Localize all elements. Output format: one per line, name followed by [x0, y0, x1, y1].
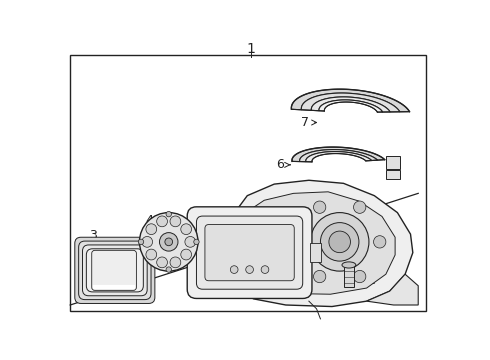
Circle shape [311, 213, 369, 271]
Circle shape [261, 266, 269, 274]
FancyBboxPatch shape [75, 237, 155, 303]
Text: 7: 7 [301, 116, 317, 129]
Text: 6: 6 [276, 158, 290, 171]
Bar [344, 265, 354, 287]
FancyBboxPatch shape [196, 216, 303, 289]
Circle shape [165, 238, 172, 246]
FancyBboxPatch shape [86, 249, 143, 292]
Circle shape [166, 267, 172, 272]
Polygon shape [292, 89, 410, 112]
Circle shape [353, 201, 366, 213]
Circle shape [373, 236, 386, 248]
Circle shape [170, 216, 181, 227]
Circle shape [142, 237, 152, 247]
Circle shape [146, 224, 157, 235]
Circle shape [181, 249, 192, 260]
Text: 4: 4 [146, 214, 162, 231]
Text: 3: 3 [89, 229, 108, 248]
Polygon shape [228, 180, 413, 306]
Circle shape [138, 239, 144, 244]
Circle shape [194, 239, 199, 244]
Circle shape [185, 237, 196, 247]
FancyBboxPatch shape [82, 245, 147, 296]
Ellipse shape [342, 262, 356, 268]
Polygon shape [306, 152, 371, 162]
Polygon shape [367, 274, 418, 305]
FancyBboxPatch shape [187, 207, 312, 298]
Circle shape [170, 257, 181, 268]
Polygon shape [311, 97, 390, 112]
Bar [386, 156, 400, 169]
Circle shape [314, 270, 326, 283]
Polygon shape [319, 100, 383, 112]
Circle shape [353, 270, 366, 283]
Circle shape [157, 216, 168, 227]
Circle shape [320, 222, 359, 261]
Circle shape [314, 201, 326, 213]
Polygon shape [238, 192, 395, 294]
Circle shape [230, 266, 238, 274]
Bar [386, 170, 400, 180]
Text: 2: 2 [357, 274, 374, 287]
Text: 5: 5 [182, 241, 196, 254]
Circle shape [329, 231, 350, 253]
Circle shape [157, 257, 168, 268]
Polygon shape [301, 93, 400, 112]
Circle shape [181, 224, 192, 235]
Circle shape [140, 213, 198, 271]
Text: 1: 1 [246, 42, 256, 57]
Circle shape [166, 211, 172, 217]
FancyBboxPatch shape [92, 250, 136, 291]
FancyBboxPatch shape [78, 241, 151, 300]
Circle shape [246, 266, 253, 274]
FancyBboxPatch shape [205, 225, 294, 281]
Circle shape [159, 233, 178, 251]
Circle shape [294, 236, 306, 248]
Polygon shape [292, 147, 385, 162]
Circle shape [146, 249, 157, 260]
Polygon shape [300, 150, 377, 162]
Bar [311, 243, 321, 262]
